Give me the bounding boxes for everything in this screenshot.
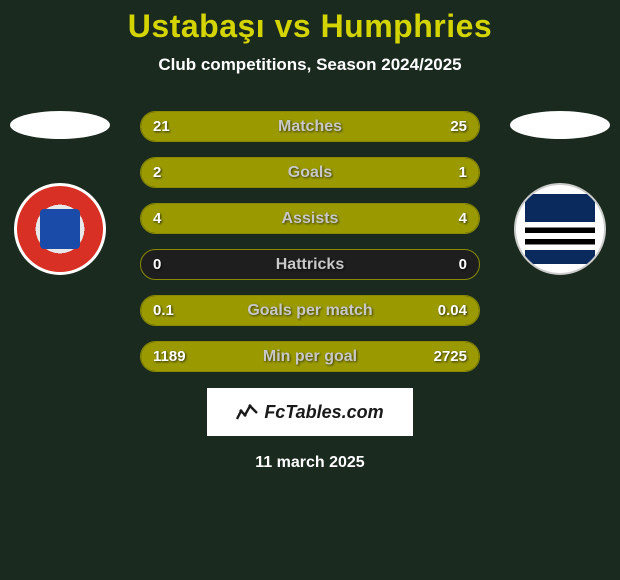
stat-label: Matches [141,118,479,136]
stat-value-right: 0.04 [438,302,467,319]
stat-value-left: 2 [153,164,161,181]
stat-value-right: 2725 [434,348,467,365]
date-text: 11 march 2025 [0,454,620,472]
branding-icon [236,403,258,421]
stat-row: 0.1 0.04Goals per match [140,295,480,326]
right-player-placeholder [510,111,610,139]
left-club-crest [14,183,106,275]
stat-value-right: 25 [450,118,467,135]
stat-row: 0 0Hattricks [140,249,480,280]
stat-value-left: 0.1 [153,302,174,319]
stat-value-right: 4 [459,210,467,227]
left-side [0,111,120,275]
page-title: Ustabaşı vs Humphries [0,8,620,45]
right-crest-shield [525,194,595,264]
stat-row: 21 25Matches [140,111,480,142]
branding-badge: FcTables.com [207,388,413,436]
stat-value-right: 0 [459,256,467,273]
stat-label: Goals per match [141,302,479,320]
stat-label: Min per goal [141,348,479,366]
stat-value-left: 0 [153,256,161,273]
stat-value-left: 21 [153,118,170,135]
stat-label: Assists [141,210,479,228]
right-side [500,111,620,275]
right-club-crest [514,183,606,275]
stat-value-left: 1189 [153,348,186,365]
branding-text: FcTables.com [264,402,383,423]
comparison-card: Ustabaşı vs Humphries Club competitions,… [0,0,620,472]
stat-value-left: 4 [153,210,161,227]
stat-row: 4 4Assists [140,203,480,234]
left-player-placeholder [10,111,110,139]
content-row: 2125Matches21Goals44Assists00Hattricks0.… [0,111,620,372]
stats-bars: 2125Matches21Goals44Assists00Hattricks0.… [140,111,480,372]
stat-row: 2 1Goals [140,157,480,188]
stat-label: Goals [141,164,479,182]
stat-row: 1189 2725Min per goal [140,341,480,372]
stat-value-right: 1 [459,164,467,181]
subtitle: Club competitions, Season 2024/2025 [0,55,620,75]
stat-label: Hattricks [141,256,479,274]
